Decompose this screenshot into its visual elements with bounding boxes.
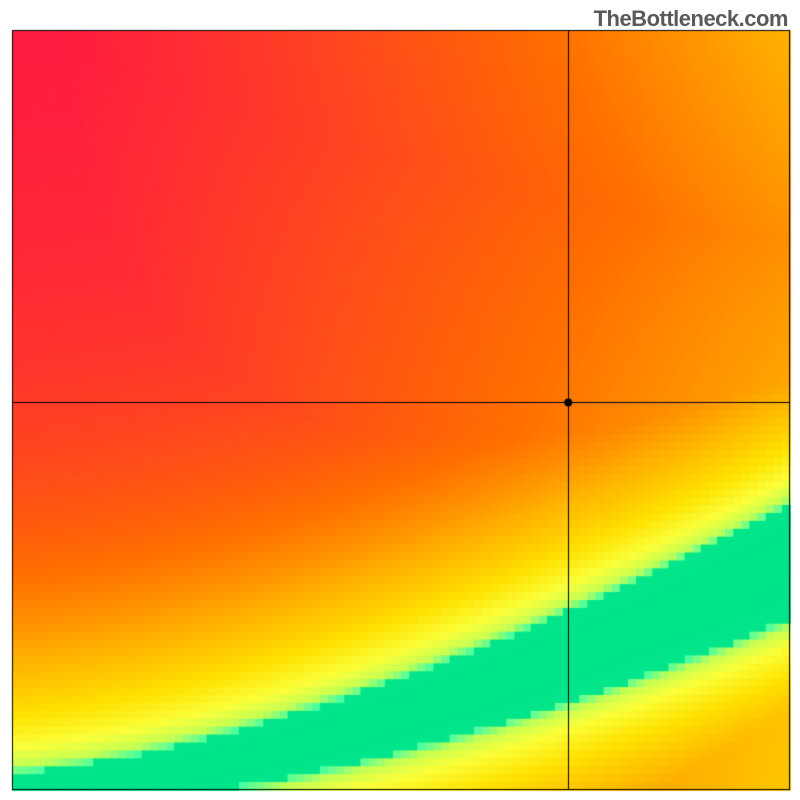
watermark-text: TheBottleneck.com bbox=[594, 6, 788, 32]
chart-container: TheBottleneck.com bbox=[0, 0, 800, 800]
bottleneck-heatmap bbox=[0, 0, 800, 800]
